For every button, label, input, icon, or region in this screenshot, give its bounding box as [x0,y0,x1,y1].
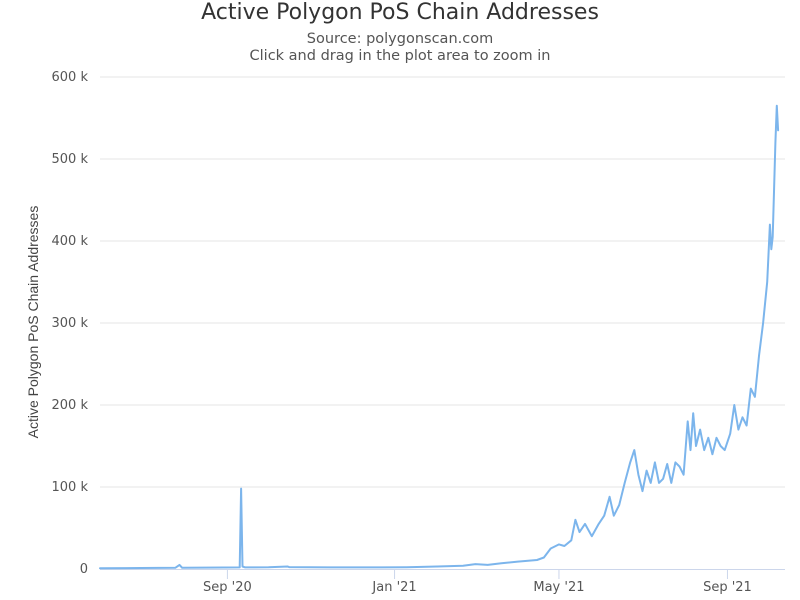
y-tick-label: 500 k [52,152,89,167]
x-tick-label: Sep '21 [703,580,752,595]
y-tick-label: 400 k [52,234,89,249]
chart-title: Active Polygon PoS Chain Addresses [201,0,599,25]
x-tick-label: May '21 [533,580,584,595]
y-tick-label: 200 k [52,398,89,413]
y-tick-label: 0 [80,562,88,577]
series-line[interactable] [99,104,780,570]
y-axis-ticks: 0 100 k 200 k 300 k 400 k 500 k 600 k [52,70,89,577]
grid-lines [100,76,785,488]
y-tick-label: 600 k [52,70,89,85]
x-tick-label: Sep '20 [203,580,252,595]
y-tick-label: 300 k [52,316,89,331]
chart-subtitle: Source: polygonscan.com [306,31,494,47]
zoom-instruction: Click and drag in the plot area to zoom … [249,48,551,64]
plot-area[interactable] [99,104,780,570]
x-axis: Sep '20 Jan '21 May '21 Sep '21 [100,569,785,595]
x-tick-label: Jan '21 [371,580,416,595]
y-tick-label: 100 k [52,480,89,495]
